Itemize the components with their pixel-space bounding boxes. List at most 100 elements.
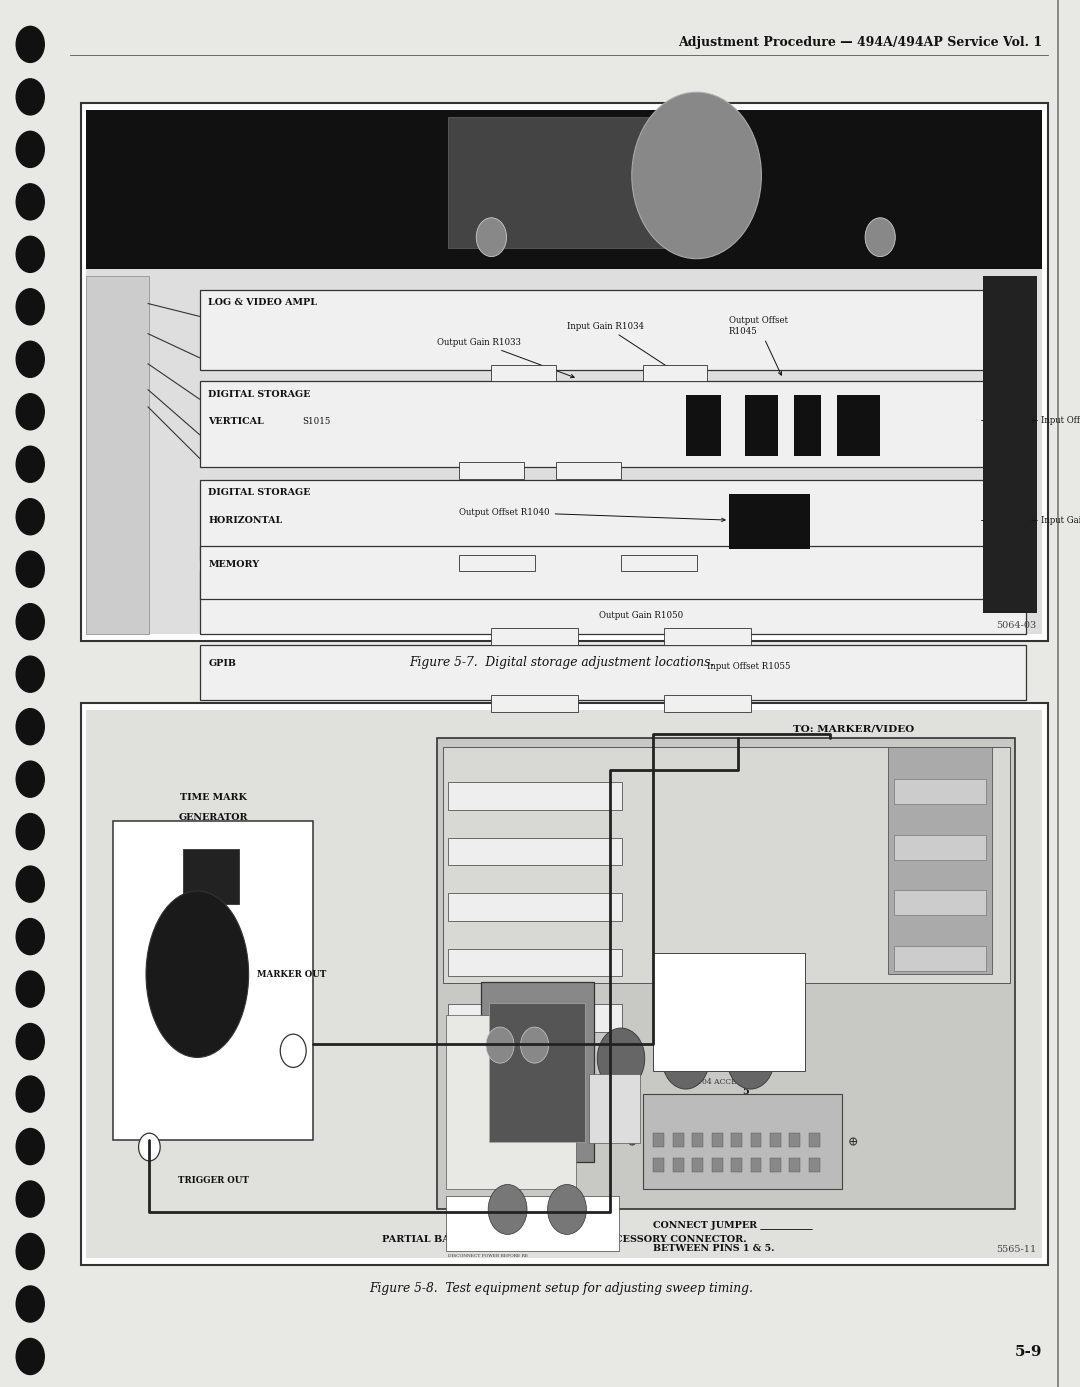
Bar [731,1133,742,1147]
Circle shape [16,918,44,954]
Text: Figure 5-7.  Digital storage adjustment locations.: Figure 5-7. Digital storage adjustment l… [409,656,714,669]
Text: PROCESSOR: PROCESSOR [208,585,276,594]
Bar [200,290,1026,370]
Bar [200,645,1026,700]
Text: J104 ACCESSORY: J104 ACCESSORY [694,1078,764,1086]
Ellipse shape [146,890,248,1057]
Text: PLACING FUSE. FOR CONTINUED: PLACING FUSE. FOR CONTINUED [448,1243,527,1247]
Bar [653,1158,664,1172]
Text: RANGE: RANGE [450,1119,471,1125]
Text: Adjustment Procedure — 494A/494AP Service Vol. 1: Adjustment Procedure — 494A/494AP Servic… [678,36,1042,49]
Text: HORIZ: HORIZ [664,964,684,970]
Circle shape [548,1184,586,1234]
Bar [200,571,1026,634]
Bar [481,982,594,1162]
Circle shape [16,1180,44,1216]
Bar [837,395,880,456]
Circle shape [16,79,44,115]
Bar [729,494,810,549]
Text: PARTIAL BACK PANEL SHOWING J104 ACCESSORY CONNECTOR.: PARTIAL BACK PANEL SHOWING J104 ACCESSOR… [382,1236,746,1244]
Bar [692,1133,703,1147]
Circle shape [16,1129,44,1165]
Text: AMPS 1.3 AT 115 V 60 Hz: AMPS 1.3 AT 115 V 60 Hz [450,1064,519,1069]
Bar [789,1133,800,1147]
Text: <FH>: <FH> [604,1105,625,1114]
Bar [86,110,1042,634]
Bar [184,849,240,904]
Bar [81,103,1048,641]
Bar [200,381,1026,467]
Bar [113,821,313,1140]
Circle shape [632,92,761,259]
Circle shape [16,288,44,325]
Bar [809,1158,820,1172]
Circle shape [521,1026,549,1064]
Bar [894,946,986,971]
Bar [745,395,778,456]
Bar [459,462,524,479]
Text: MEMORY: MEMORY [208,560,259,569]
Bar [643,1094,842,1189]
Circle shape [138,1133,160,1161]
Circle shape [16,814,44,850]
Bar [653,1133,664,1147]
Bar [448,117,719,248]
Text: Figure 5-8.  Test equipment setup for adjusting sweep timing.: Figure 5-8. Test equipment setup for adj… [369,1282,754,1294]
Text: TRIG: TRIG [707,964,721,970]
Text: TO: MARKER/VIDEO: TO: MARKER/VIDEO [793,724,914,732]
Text: VERTICAL: VERTICAL [208,417,265,426]
Text: CAUTION: CAUTION [706,974,752,982]
Text: Output Gain R1050: Output Gain R1050 [599,610,684,620]
Text: TRIGGER OUT: TRIGGER OUT [178,1176,248,1184]
Text: Input Offset R1055: Input Offset R1055 [707,662,791,670]
Bar [446,1015,576,1189]
Bar [86,276,149,634]
Bar [437,738,1015,1209]
Bar [751,1158,761,1172]
Text: CAUTION: CAUTION [448,1226,490,1234]
Circle shape [16,184,44,221]
Text: TO AVOID ELECTRICAL SHOCK THE POWER: TO AVOID ELECTRICAL SHOCK THE POWER [658,1004,772,1010]
Text: DIGITAL STORAGE: DIGITAL STORAGE [208,390,311,398]
Bar [200,480,1026,560]
Text: MARKER: MARKER [756,964,782,970]
Circle shape [16,865,44,902]
Text: ← Input Offset R1046: ← Input Offset R1046 [1031,416,1080,424]
Text: 5064-03: 5064-03 [997,621,1037,630]
Circle shape [16,26,44,62]
Text: GENERATOR: GENERATOR [178,813,248,821]
Circle shape [16,1076,44,1112]
Bar [686,395,721,456]
Bar [770,1158,781,1172]
Text: Output Offset R1040: Output Offset R1040 [459,508,725,522]
Bar [888,748,993,974]
Text: 90-132 V: 90-132 V [450,1147,474,1153]
Bar [894,779,986,804]
Text: 5-9: 5-9 [1015,1345,1042,1359]
Text: 30 V MAX: 30 V MAX [664,1115,697,1121]
Text: VIDEO: VIDEO [805,964,824,970]
Bar [664,695,751,712]
Bar [809,1133,820,1147]
Bar [751,1133,761,1147]
Text: ⊕: ⊕ [848,1136,859,1150]
Text: GPIB: GPIB [208,659,237,667]
Circle shape [16,709,44,745]
Circle shape [16,551,44,587]
Bar [692,1158,703,1172]
Text: ⊕: ⊕ [626,1136,637,1150]
Bar [712,1133,723,1147]
Bar [448,1004,622,1032]
Circle shape [16,447,44,483]
Bar [200,546,1026,599]
Text: BETWEEN PINS 1 & 5.: BETWEEN PINS 1 & 5. [653,1244,775,1252]
Bar [443,748,1010,983]
Circle shape [16,499,44,535]
Bar [556,462,621,479]
Text: TIME MARK: TIME MARK [180,793,246,802]
Text: HORIZONTAL: HORIZONTAL [208,516,283,524]
Text: CONDUCTOR MUST BE CONNECTED TO EAR: CONDUCTOR MUST BE CONNECTED TO EAR [658,1024,774,1029]
Text: WATTS (MAX) 216: WATTS (MAX) 216 [450,1036,500,1042]
Circle shape [597,1028,645,1089]
Bar [81,703,1048,1265]
